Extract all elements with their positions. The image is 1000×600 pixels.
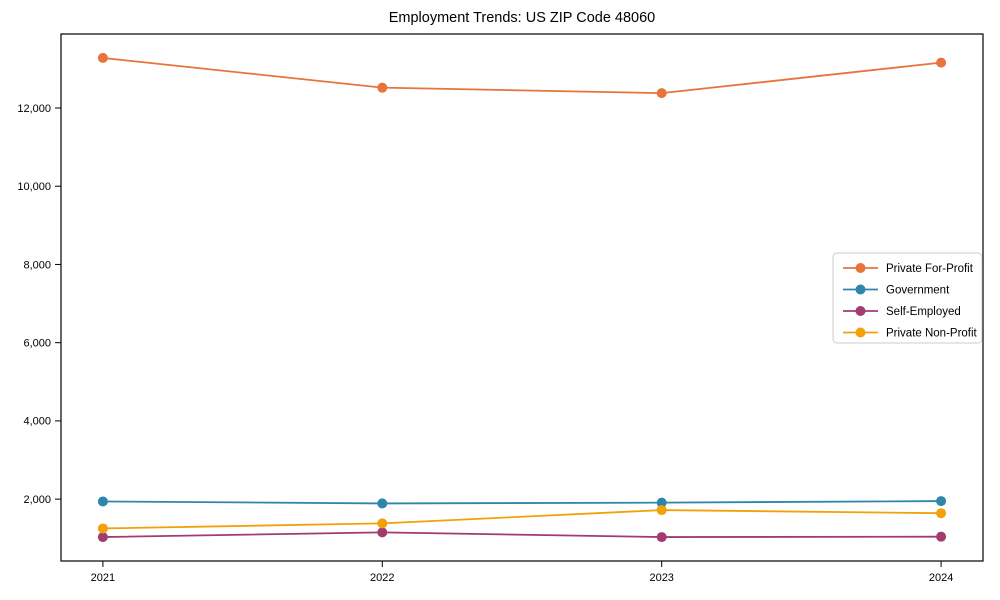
data-point-private-for-profit [936, 57, 947, 68]
data-point-self-employed [936, 531, 947, 542]
data-point-private-non-profit [377, 518, 388, 529]
x-tick-label: 2024 [929, 572, 953, 584]
plot-border [60, 33, 984, 562]
data-point-government [97, 496, 108, 507]
data-point-government [377, 498, 388, 509]
legend-swatch-marker [855, 263, 866, 273]
data-point-self-employed [377, 527, 388, 538]
data-point-private-for-profit [377, 82, 388, 93]
chart-title: Employment Trends: US ZIP Code 48060 [388, 10, 656, 26]
legend-swatch-marker [855, 284, 866, 295]
x-tick-label: 2021 [91, 572, 115, 584]
y-tick-label: 4,000 [23, 416, 51, 428]
series-line-private-for-profit [102, 57, 942, 95]
y-tick-label: 8,000 [23, 259, 51, 271]
data-point-private-for-profit [656, 88, 667, 99]
legend-item-label: Government [886, 285, 950, 297]
series-line-self-employed [102, 531, 942, 538]
legend-item-label: Self-Employed [886, 306, 961, 318]
data-point-self-employed [656, 532, 667, 543]
data-point-private-non-profit [97, 523, 108, 534]
legend-item-label: Private For-Profit [886, 263, 974, 275]
y-tick-label: 10,000 [17, 181, 51, 193]
x-tick-label: 2022 [370, 572, 394, 584]
data-point-private-non-profit [656, 505, 667, 516]
x-tick-label: 2023 [649, 572, 673, 584]
legend-swatch-marker [855, 306, 866, 316]
data-point-private-non-profit [936, 508, 947, 519]
y-tick-label: 12,000 [17, 103, 51, 115]
data-point-self-employed [97, 532, 108, 543]
data-point-private-for-profit [97, 52, 108, 63]
legend-box [832, 252, 983, 344]
y-tick-label: 6,000 [23, 338, 51, 350]
data-point-government [656, 497, 667, 508]
data-point-government [936, 496, 947, 507]
legend-item-label: Private Non-Profit [886, 328, 978, 340]
series-line-government [102, 500, 942, 505]
y-tick-label: 2,000 [23, 494, 51, 506]
legend-swatch-marker [855, 327, 866, 338]
series-line-private-non-profit [102, 509, 942, 530]
